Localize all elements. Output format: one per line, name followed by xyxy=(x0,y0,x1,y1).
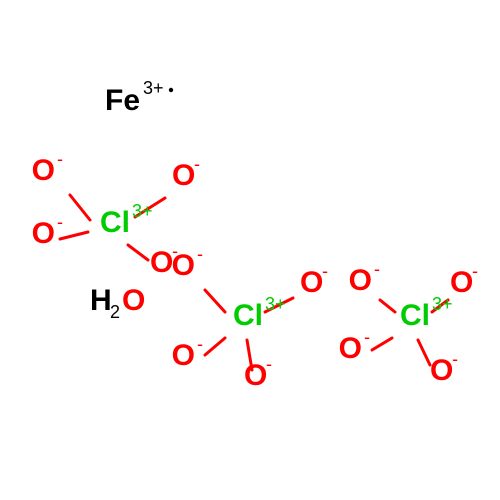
radical-dot xyxy=(169,88,173,92)
oxygen-symbol: O xyxy=(32,154,55,187)
oxygen-symbol: O xyxy=(349,264,372,297)
oxygen-charge: - xyxy=(472,261,478,281)
oxygen-charge: - xyxy=(57,149,63,169)
oxygen-symbol: O xyxy=(339,332,362,365)
oxygen-symbol: O xyxy=(172,249,195,282)
oxygen-charge: - xyxy=(194,154,200,174)
chlorine-charge: 3+ xyxy=(132,201,153,221)
oxygen-symbol: O xyxy=(150,246,173,279)
water-label: H2O xyxy=(90,284,145,322)
oxygen-charge: - xyxy=(452,349,458,369)
iron-charge: 3+ xyxy=(143,78,164,98)
oxygen-charge: - xyxy=(322,261,328,281)
oxygen-charge: - xyxy=(197,244,203,264)
iron-symbol: Fe xyxy=(105,84,140,117)
water-h: H xyxy=(90,284,112,317)
chlorine-charge: 3+ xyxy=(265,294,286,314)
clo4-3: Cl3+O-O-O-O- xyxy=(339,259,478,387)
oxygen-charge: - xyxy=(266,354,272,374)
iron-ion: Fe3+ xyxy=(105,78,173,117)
chlorine-symbol: Cl xyxy=(100,206,130,239)
chlorine-symbol: Cl xyxy=(233,299,263,332)
oxygen-symbol: O xyxy=(244,359,267,392)
oxygen-charge: - xyxy=(364,327,370,347)
oxygen-symbol: O xyxy=(300,266,323,299)
oxygen-symbol: O xyxy=(172,339,195,372)
oxygen-charge: - xyxy=(57,212,63,232)
oxygen-symbol: O xyxy=(172,159,195,192)
oxygen-symbol: O xyxy=(450,266,473,299)
water-sub: 2 xyxy=(110,302,120,322)
oxygen-symbol: O xyxy=(430,354,453,387)
chlorine-symbol: Cl xyxy=(400,299,430,332)
oxygen-charge: - xyxy=(374,259,380,279)
clo4-2: Cl3+O-O-O-O- xyxy=(172,244,328,392)
oxygen-charge: - xyxy=(197,334,203,354)
water-o: O xyxy=(122,284,145,317)
oxygen-symbol: O xyxy=(32,217,55,250)
molecular-diagram: Fe3+H2OCl3+O-O-O-O-Cl3+O-O-O-O-Cl3+O-O-O… xyxy=(0,0,500,500)
